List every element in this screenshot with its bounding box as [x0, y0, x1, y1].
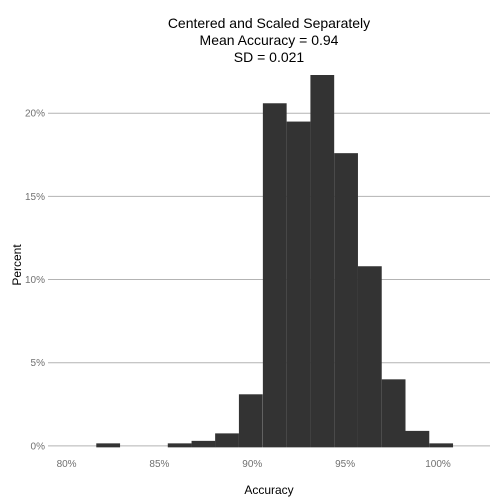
- histogram-bar-6: [286, 121, 311, 448]
- histogram-bar-2: [191, 440, 216, 448]
- x-tick-label-2: 90%: [242, 459, 262, 470]
- title-line-3: SD = 0.021: [234, 49, 305, 65]
- y-tick-label-0: 0%: [31, 441, 46, 452]
- y-tick-label-4: 20%: [25, 109, 45, 120]
- x-tick-label-0: 80%: [57, 459, 77, 470]
- x-tick-label-4: 100%: [425, 459, 451, 470]
- y-axis-label: Percent: [10, 244, 24, 286]
- y-axis-tick-labels: 0% 5% 10% 15% 20%: [25, 109, 45, 453]
- histogram-bars: [96, 75, 454, 448]
- title-line-1: Centered and Scaled Separately: [168, 15, 370, 31]
- y-tick-label-3: 15%: [25, 192, 45, 203]
- histogram-bar-5: [262, 103, 287, 448]
- histogram-bar-10: [381, 379, 406, 448]
- x-axis-tick-labels: 80% 85% 90% 95% 100%: [57, 459, 451, 470]
- histogram-bar-12: [429, 443, 454, 448]
- histogram-bar-4: [238, 394, 263, 448]
- histogram-bar-1: [167, 443, 192, 448]
- histogram-bar-11: [405, 430, 430, 448]
- x-tick-label-3: 95%: [335, 459, 355, 470]
- histogram-bar-9: [357, 266, 382, 448]
- chart-title: Centered and Scaled Separately Mean Accu…: [168, 15, 370, 65]
- histogram-bar-3: [215, 433, 239, 448]
- x-tick-label-1: 85%: [149, 459, 169, 470]
- y-tick-label-2: 10%: [25, 275, 45, 286]
- histogram-bar-0: [96, 443, 121, 448]
- x-axis-label: Accuracy: [244, 483, 293, 497]
- histogram-bar-7: [310, 75, 335, 448]
- title-line-2: Mean Accuracy = 0.94: [200, 32, 339, 48]
- y-tick-label-1: 5%: [31, 358, 46, 369]
- histogram-bar-8: [334, 153, 358, 448]
